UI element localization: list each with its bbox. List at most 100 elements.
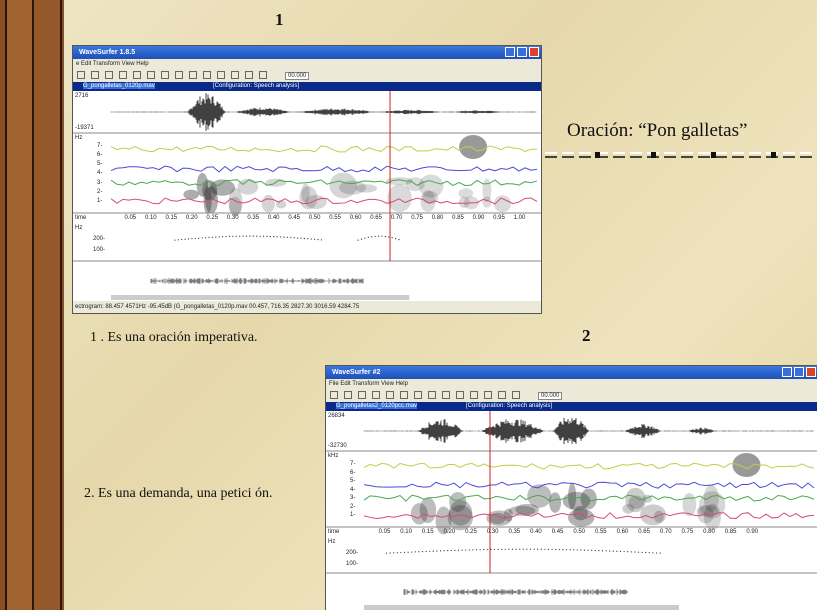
pitch-point [205,237,206,238]
toolbar-button[interactable] [231,71,239,79]
window-button[interactable] [806,367,816,377]
pitch-point [530,549,531,550]
file-name: G_pongalletas_0120p.mav [83,83,155,89]
pitch-point [627,551,628,552]
pitch-point [638,552,639,553]
toolbar-button[interactable] [91,71,99,79]
pitch-point [398,239,399,240]
pitch-point [512,549,513,550]
spectrogram-tick: 1- [97,198,102,204]
pitch-point [287,237,288,238]
pitch-point [462,550,463,551]
toolbar-button[interactable] [203,71,211,79]
pitch-unit: Hz [75,225,82,231]
spectrogram-energy [458,188,473,198]
toolbar-button[interactable] [161,71,169,79]
pitch-unit: Hz [328,539,335,545]
slide: 1 2 Oración: “Pon galletas” 1 . Es una o… [0,0,817,610]
window-button[interactable] [505,47,515,57]
pitch-point [411,551,412,552]
pitch-point [361,239,362,240]
spectrogram-tick: 4- [350,487,355,493]
toolbar-button[interactable] [133,71,141,79]
menu-bar[interactable]: File Edit Transform View Help [329,381,408,387]
spectrogram-tick: 7- [97,143,102,149]
time-tick: 0.65 [370,215,382,221]
toolbar-button[interactable] [189,71,197,79]
toolbar-button[interactable] [217,71,225,79]
toolbar-button[interactable] [358,391,366,399]
time-tick: 0.35 [508,529,520,535]
pitch-point [300,238,301,239]
wave-min-label: -32730 [328,443,347,449]
toolbar-button[interactable] [498,391,506,399]
pitch-point [188,238,189,239]
pitch-point [573,549,574,550]
window-button[interactable] [529,47,539,57]
toolbar-button[interactable] [344,391,352,399]
toolbar-button[interactable] [442,391,450,399]
toolbar-button[interactable] [119,71,127,79]
pitch-point [375,236,376,237]
pitch-point [273,236,274,237]
window-button[interactable] [794,367,804,377]
time-tick: 0.40 [530,529,542,535]
pitch-point [465,549,466,550]
pitch-point [523,549,524,550]
toolbar-button[interactable] [484,391,492,399]
time-tick: 0.80 [703,529,715,535]
pitch-point [385,236,386,237]
window-button[interactable] [517,47,527,57]
toolbar-button[interactable] [77,71,85,79]
pitch-point [393,552,394,553]
file-name: G_pongalletas2_0120pcc.mav [336,403,417,409]
window-title: WaveSurfer #2 [332,369,380,376]
time-tick: 0.85 [452,215,464,221]
window-button[interactable] [782,367,792,377]
configuration: [Configuration: Speech analysis] [466,403,552,409]
pitch-point [321,239,322,240]
pitch-point [552,549,553,550]
toolbar-button[interactable] [386,391,394,399]
toolbar-button[interactable] [428,391,436,399]
pitch-point [602,550,603,551]
pitch-point [649,552,650,553]
spectrogram-energy [419,175,444,198]
pitch-point [562,549,563,550]
toolbar-button[interactable] [372,391,380,399]
menu-bar[interactable]: e Edit Transform View Help [76,61,149,67]
overview-scroll [364,605,679,610]
pitch-point [606,550,607,551]
pitch-point [395,238,396,239]
time-tick: 0.80 [432,215,444,221]
pitch-point [215,236,216,237]
pitch-point [566,549,567,550]
pitch-point [498,549,499,550]
spectrogram-tick: 2- [97,189,102,195]
time-tick: 0.25 [206,215,218,221]
toolbar-button[interactable] [456,391,464,399]
toolbar-button[interactable] [414,391,422,399]
toolbar-button[interactable] [105,71,113,79]
toolbar-button[interactable] [400,391,408,399]
toolbar-button[interactable] [175,71,183,79]
pitch-point [458,550,459,551]
toolbar-button[interactable] [259,71,267,79]
toolbar-button[interactable] [330,391,338,399]
pitch-point [232,236,233,237]
pitch-point [487,549,488,550]
pitch-point [239,236,240,237]
pitch-point [426,551,427,552]
pitch-point [516,549,517,550]
toolbar-button[interactable] [245,71,253,79]
time-tick: 0.30 [487,529,499,535]
pitch-point [249,236,250,237]
time-tick: 0.40 [268,215,280,221]
pitch-point [544,549,545,550]
toolbar-button[interactable] [512,391,520,399]
pitch-point [451,550,452,551]
toolbar-button[interactable] [147,71,155,79]
wave-max-label: 2716 [75,93,88,99]
toolbar-button[interactable] [470,391,478,399]
pitch-point [548,549,549,550]
